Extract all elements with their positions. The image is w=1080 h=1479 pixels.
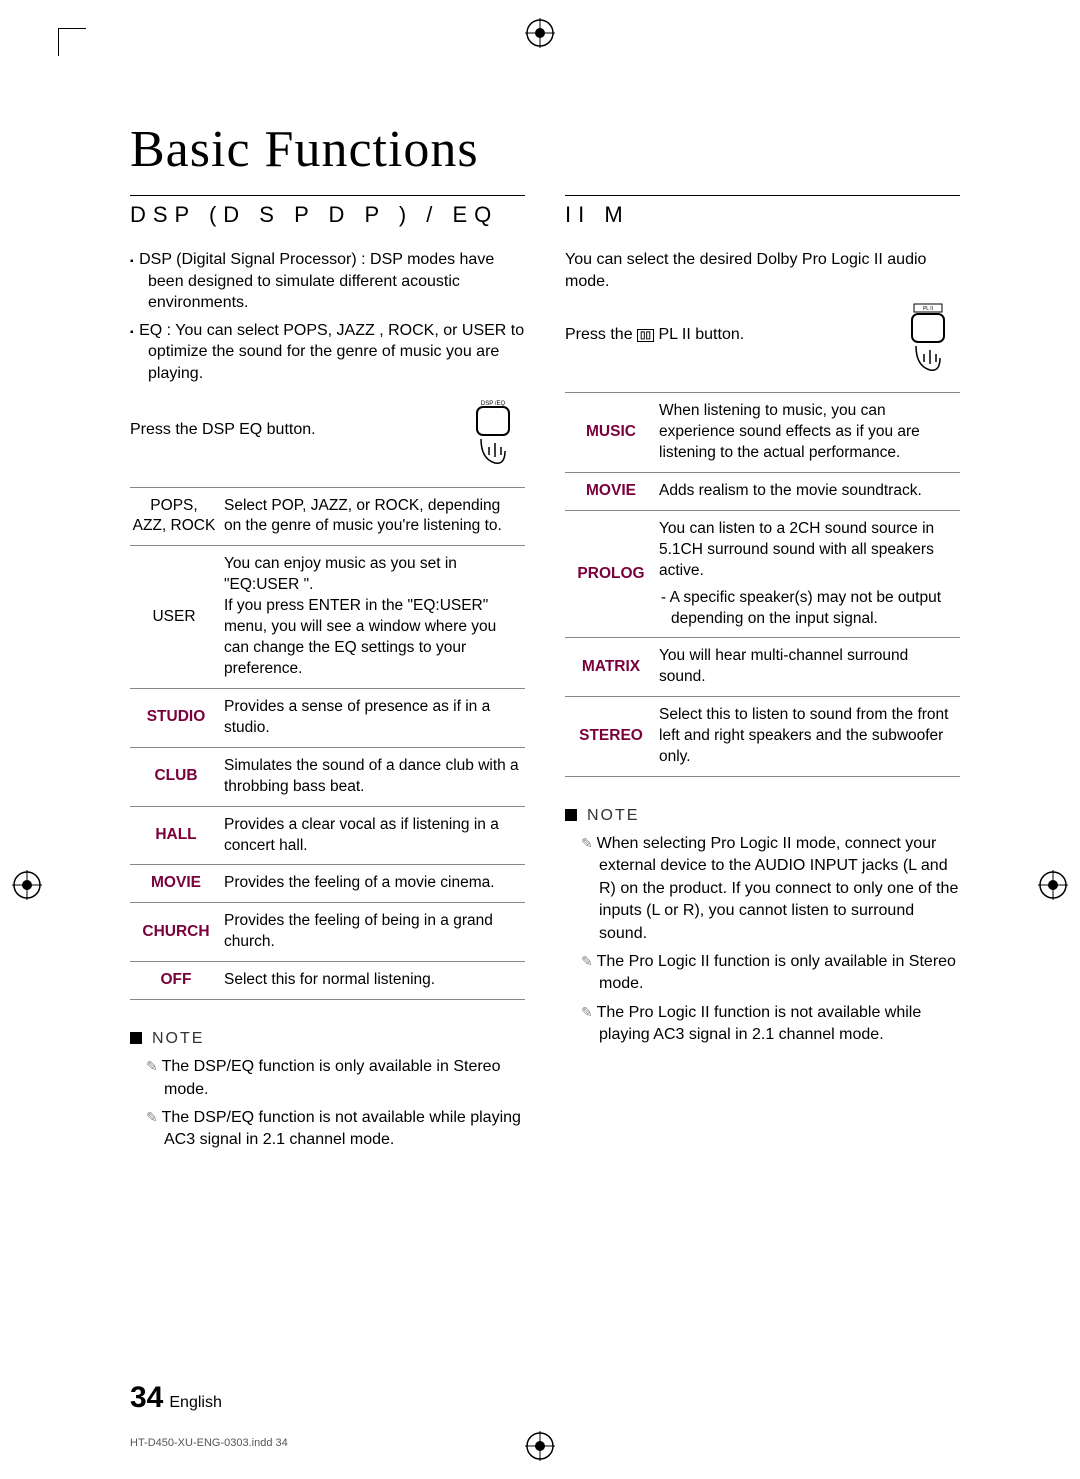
mode-desc: Select this to listen to sound from the …: [657, 697, 960, 777]
plii-heading: II M: [565, 195, 960, 239]
dsp-modes-table: POPS, AZZ, ROCKSelect POP, JAZZ, or ROCK…: [130, 487, 525, 1001]
footer: HT-D450-XU-ENG-0303.indd 34: [130, 1437, 950, 1449]
mode-name: PROLOG: [565, 510, 657, 638]
mode-name: POPS, AZZ, ROCK: [130, 487, 222, 546]
mode-desc: You will hear multi-channel surround sou…: [657, 638, 960, 697]
crop-mark-top: [525, 18, 555, 48]
mode-desc: Provides the feeling of being in a grand…: [222, 903, 525, 962]
table-row: STEREOSelect this to listen to sound fro…: [565, 697, 960, 777]
mode-desc: You can enjoy music as you set in "EQ:US…: [222, 546, 525, 689]
page-content: Basic Functions DSP (D S P D P ) / EQ DS…: [130, 120, 960, 1158]
mode-name: CHURCH: [130, 903, 222, 962]
dolby-plii-icon: ▯▯: [637, 329, 654, 342]
table-row: USERYou can enjoy music as you set in "E…: [130, 546, 525, 689]
page-number: 34English: [130, 1381, 222, 1415]
plii-intro: You can select the desired Dolby Pro Log…: [565, 249, 960, 292]
table-row: MUSICWhen listening to music, you can ex…: [565, 393, 960, 473]
dsp-bullet: EQ : You can select POPS, JAZZ , ROCK, o…: [130, 320, 525, 385]
svg-text:PL II: PL II: [923, 306, 933, 312]
mode-name: MOVIE: [130, 865, 222, 903]
mode-desc: You can listen to a 2CH sound source in …: [657, 510, 960, 638]
press-plii-text: Press the ▯▯ PL II button.: [565, 302, 744, 344]
table-row: PROLOGYou can listen to a 2CH sound sour…: [565, 510, 960, 638]
mode-name: MATRIX: [565, 638, 657, 697]
table-row: CHURCHProvides the feeling of being in a…: [130, 903, 525, 962]
page-title: Basic Functions: [130, 120, 960, 179]
table-row: HALLProvides a clear vocal as if listeni…: [130, 806, 525, 865]
dsp-bullets: DSP (Digital Signal Processor) : DSP mod…: [130, 249, 525, 385]
mode-desc: Provides a sense of presence as if in a …: [222, 688, 525, 747]
mode-desc: Select POP, JAZZ, or ROCK, depending on …: [222, 487, 525, 546]
mode-name: STUDIO: [130, 688, 222, 747]
dsp-bullet: DSP (Digital Signal Processor) : DSP mod…: [130, 249, 525, 314]
mode-name: CLUB: [130, 747, 222, 806]
note-item: When selecting Pro Logic II mode, connec…: [565, 833, 960, 945]
mode-name: STEREO: [565, 697, 657, 777]
dsp-heading: DSP (D S P D P ) / EQ: [130, 195, 525, 239]
mode-desc: Provides the feeling of a movie cinema.: [222, 865, 525, 903]
table-row: STUDIOProvides a sense of presence as if…: [130, 688, 525, 747]
note-item: The Pro Logic II function is not availab…: [565, 1002, 960, 1047]
mode-desc: Simulates the sound of a dance club with…: [222, 747, 525, 806]
mode-name: MUSIC: [565, 393, 657, 473]
mode-desc: When listening to music, you can experie…: [657, 393, 960, 473]
note-heading: NOTE: [130, 1030, 525, 1048]
footer-filename: HT-D450-XU-ENG-0303.indd 34: [130, 1437, 288, 1449]
mode-desc: Adds realism to the movie soundtrack.: [657, 472, 960, 510]
mode-desc: Provides a clear vocal as if listening i…: [222, 806, 525, 865]
note-item: The DSP/EQ function is not available whi…: [130, 1107, 525, 1152]
corner-mark: [58, 28, 86, 56]
crop-mark-right: [1038, 870, 1068, 900]
mode-name: MOVIE: [565, 472, 657, 510]
table-row: CLUBSimulates the sound of a dance club …: [130, 747, 525, 806]
right-column: II M You can select the desired Dolby Pr…: [565, 195, 960, 1158]
note-heading: NOTE: [565, 807, 960, 825]
mode-desc: Select this for normal listening.: [222, 962, 525, 1000]
table-row: MATRIXYou will hear multi-channel surrou…: [565, 638, 960, 697]
mode-name: HALL: [130, 806, 222, 865]
mode-name: USER: [130, 546, 222, 689]
table-row: MOVIEAdds realism to the movie soundtrac…: [565, 472, 960, 510]
note-item: The DSP/EQ function is only available in…: [130, 1056, 525, 1101]
mode-name: OFF: [130, 962, 222, 1000]
table-row: POPS, AZZ, ROCKSelect POP, JAZZ, or ROCK…: [130, 487, 525, 546]
note-item: The Pro Logic II function is only availa…: [565, 951, 960, 996]
remote-button-icon: PL II: [896, 302, 960, 372]
left-column: DSP (D S P D P ) / EQ DSP (Digital Signa…: [130, 195, 525, 1158]
press-dsp-text: Press the DSP EQ button.: [130, 397, 316, 439]
remote-button-icon: DSP /EQ: [461, 397, 525, 467]
plii-modes-table: MUSICWhen listening to music, you can ex…: [565, 392, 960, 777]
table-row: OFFSelect this for normal listening.: [130, 962, 525, 1000]
crop-mark-left: [12, 870, 42, 900]
table-row: MOVIEProvides the feeling of a movie cin…: [130, 865, 525, 903]
